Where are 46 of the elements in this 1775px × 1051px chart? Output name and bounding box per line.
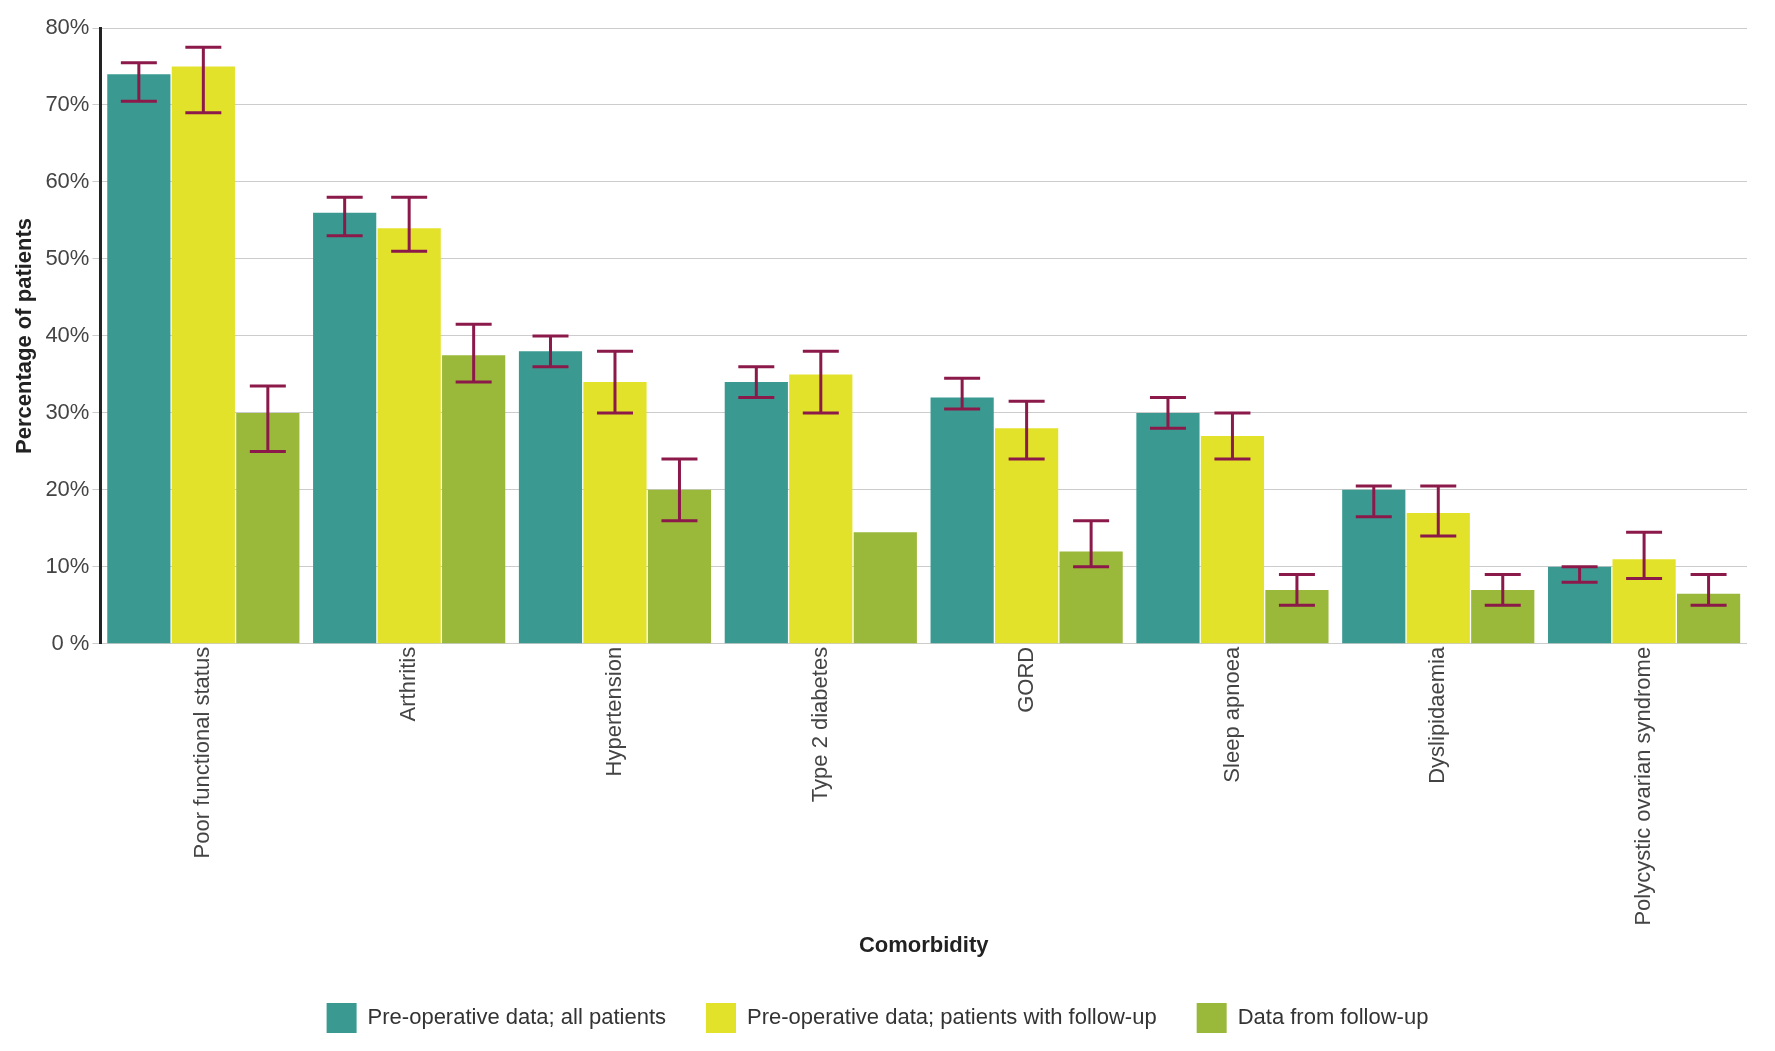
bar [1548,566,1612,644]
x-tick-label: Type 2 diabetes [806,646,832,803]
bar [313,212,377,644]
bar [1612,559,1676,644]
y-tick-label: 70% [45,91,90,117]
bar [1342,489,1406,644]
y-axis-title: Percentage of patients [11,217,37,454]
bar [107,74,171,644]
x-axis-title: Comorbidity [858,931,990,957]
bar [171,66,235,644]
y-tick-label: 0 % [51,629,90,655]
bar [518,351,583,644]
x-tick-label: GORD [1012,646,1038,713]
y-tick-label: 60% [45,168,90,194]
y-tick-label: 40% [45,321,90,347]
bar [1059,551,1123,644]
y-tick-label: 80% [45,14,90,40]
bar [995,428,1059,644]
bar [1471,589,1535,644]
bar [583,382,647,644]
bar [789,374,853,644]
legend-label: Pre-operative data; all patients [367,1004,667,1030]
bar [377,228,441,644]
y-tick-label: 10% [45,552,90,578]
bar [236,412,300,644]
x-tick-label: Dyslipidaemia [1424,646,1450,784]
bar [724,382,788,644]
bar [647,489,712,644]
x-tick-label: Hypertension [601,646,627,777]
bar [1200,435,1265,644]
legend-label: Pre-operative data; patients with follow-up [747,1004,1157,1030]
bar [1406,512,1470,644]
y-tick-label: 30% [45,398,90,424]
bar [1676,593,1741,644]
bar [1265,589,1329,644]
bar [930,397,994,644]
x-tick-label: Polycystic ovarian syndrome [1630,646,1656,926]
bar [442,355,506,644]
y-tick-label: 20% [45,475,90,501]
x-tick-label: Sleep apnoea [1218,646,1244,783]
x-tick-label: Arthritis [395,646,421,722]
bar [853,532,917,644]
y-tick-label: 50% [45,245,90,270]
x-tick-label: Poor functional status [189,646,215,859]
bar [1136,412,1200,644]
legend-label: Data from follow-up [1237,1004,1429,1030]
